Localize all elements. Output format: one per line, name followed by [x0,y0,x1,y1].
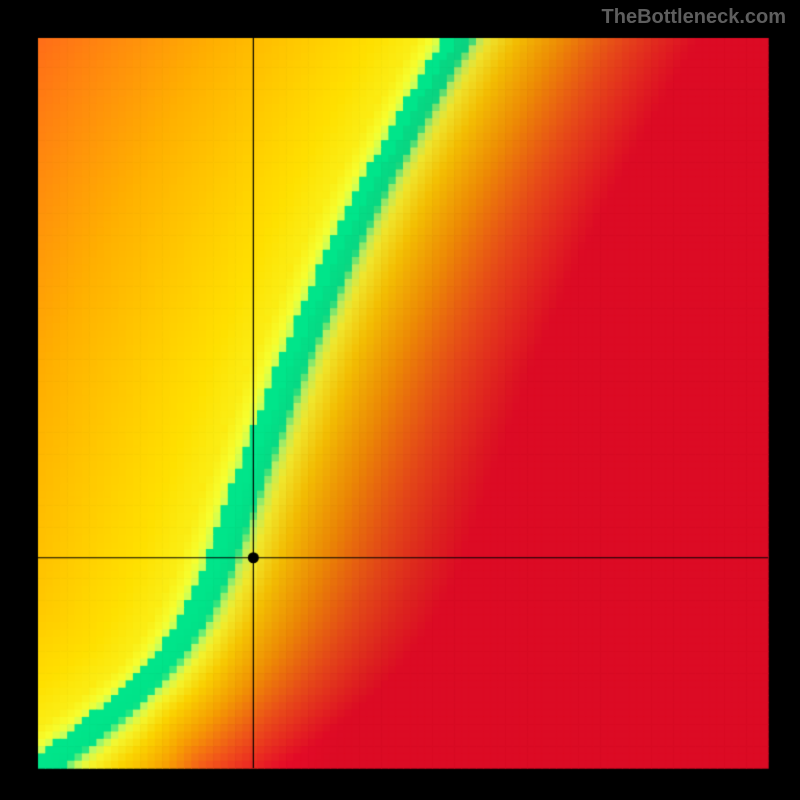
bottleneck-heatmap [0,0,800,800]
attribution-text: TheBottleneck.com [602,6,786,29]
chart-container: TheBottleneck.com [0,0,800,800]
